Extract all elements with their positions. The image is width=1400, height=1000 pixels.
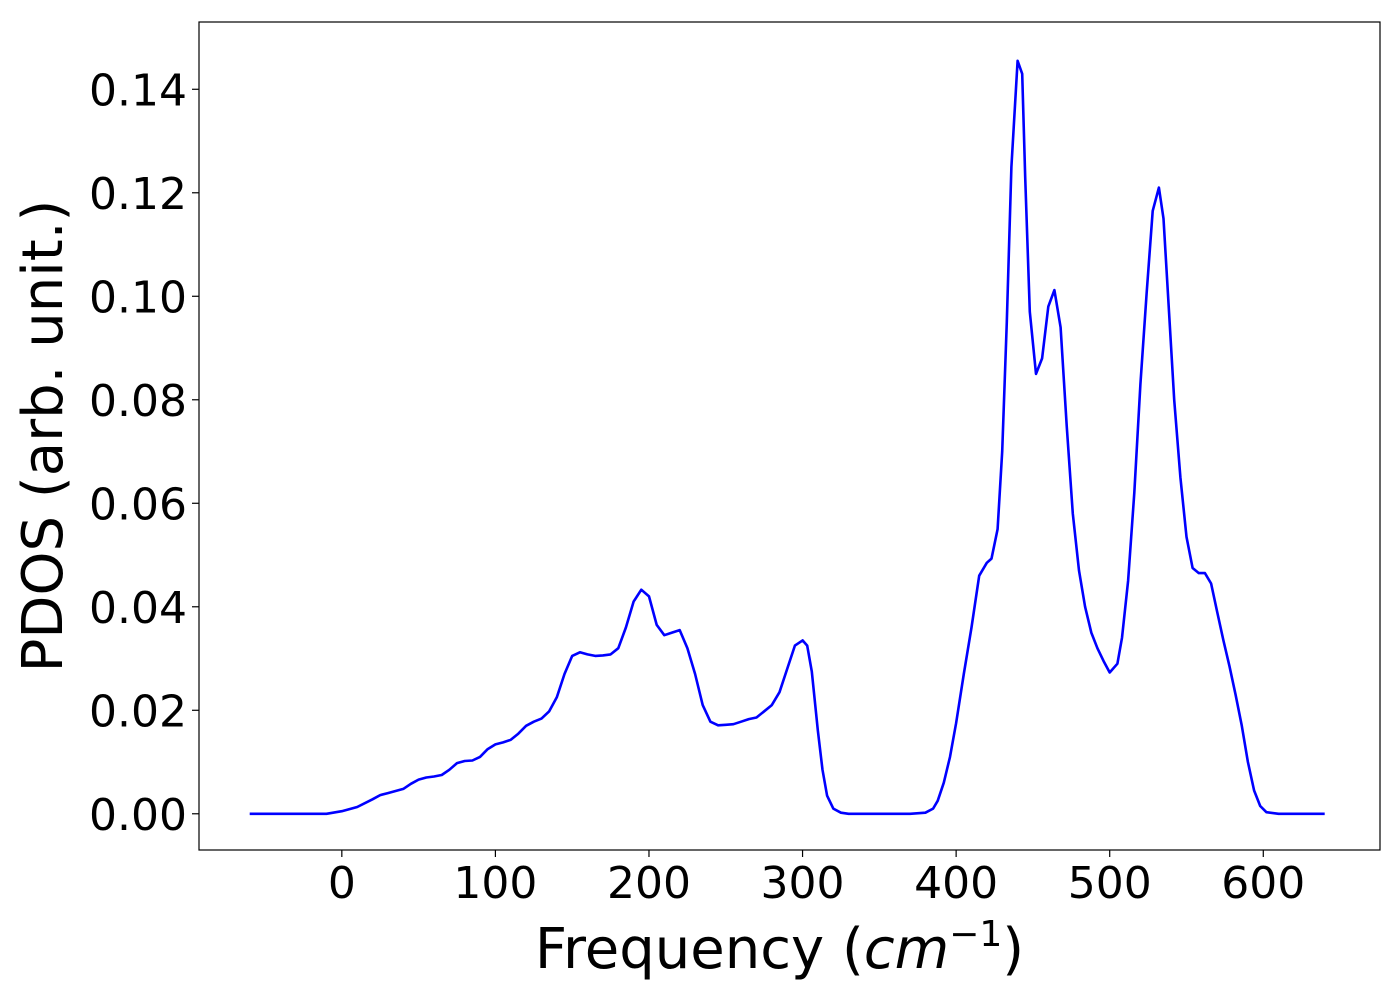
- y-tick-label: 0.08: [89, 376, 187, 427]
- x-tick-label: 400: [914, 858, 998, 909]
- y-axis-label: PDOS (arb. unit.): [11, 200, 76, 673]
- y-tick-label: 0.06: [89, 479, 187, 530]
- y-tick-label: 0.02: [89, 686, 187, 737]
- x-tick-label: 300: [761, 858, 845, 909]
- y-tick-label: 0.14: [89, 65, 187, 116]
- x-axis-ticks: 0 100 200 300 400 500 600: [328, 850, 1305, 909]
- x-tick-label: 200: [607, 858, 691, 909]
- y-tick-label: 0.04: [89, 583, 187, 634]
- plot-area: [249, 59, 1325, 816]
- y-tick-label: 0.12: [89, 169, 187, 220]
- x-tick-label: 600: [1221, 858, 1305, 909]
- y-tick-label: 0.10: [89, 272, 187, 323]
- x-axis-label: Frequency (cm−1): [535, 914, 1024, 982]
- x-tick-label: 0: [328, 858, 356, 909]
- series-line-0: [249, 59, 1325, 816]
- x-tick-label: 100: [453, 858, 537, 909]
- y-tick-label: 0.00: [89, 790, 187, 841]
- y-axis-ticks: 0.00 0.02 0.04 0.06 0.08 0.10 0.12 0.14: [89, 65, 199, 841]
- x-tick-label: 500: [1068, 858, 1152, 909]
- axes-frame: [198, 21, 1381, 851]
